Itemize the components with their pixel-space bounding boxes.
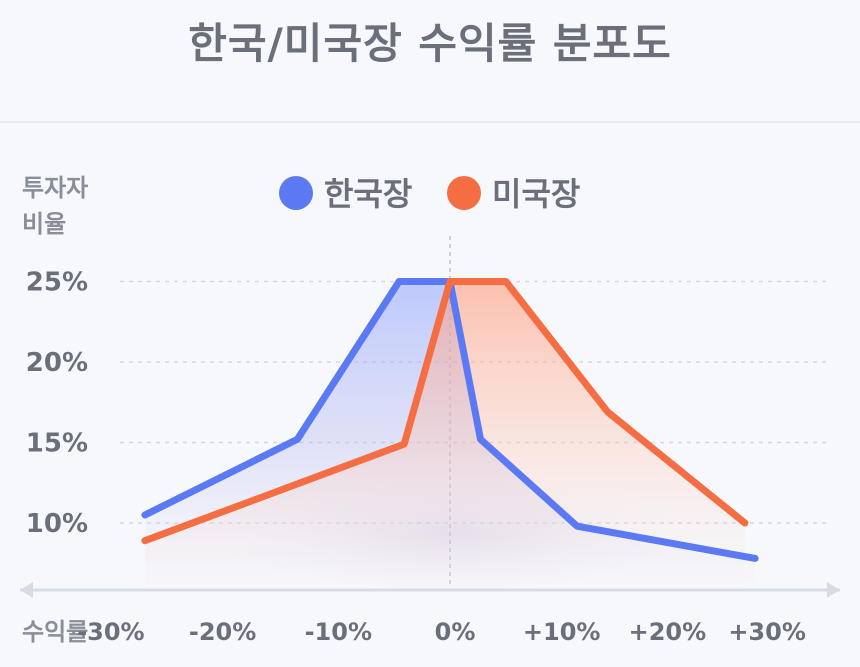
y-tick-label: 25% xyxy=(26,268,88,298)
x-tick-label: -20% xyxy=(189,618,256,646)
area-fill-usa xyxy=(144,281,745,585)
title-divider xyxy=(0,121,860,123)
y-tick-labels: 10% 15% 20% 25% xyxy=(26,268,88,540)
legend-marker-usa xyxy=(447,176,481,210)
x-tick-label: -10% xyxy=(305,618,372,646)
fill-layer xyxy=(144,281,756,585)
x-tick-label: 0% xyxy=(435,618,476,646)
x-tick-labels: -30% -20% -10% 0% +10% +20% +30% xyxy=(77,618,806,646)
chart-title: 한국/미국장 수익률 분포도 xyxy=(188,19,672,68)
x-axis-label: 수익률 xyxy=(22,618,88,646)
y-tick-label: 15% xyxy=(26,429,88,459)
x-tick-label: +10% xyxy=(523,618,601,646)
y-tick-label: 10% xyxy=(26,509,88,539)
x-axis xyxy=(20,582,840,598)
x-axis-left-arrow xyxy=(20,582,33,598)
x-tick-label: -30% xyxy=(77,618,144,646)
y-tick-label: 20% xyxy=(26,348,88,378)
legend: 한국장 미국장 xyxy=(279,175,580,213)
x-tick-label: +30% xyxy=(728,618,806,646)
legend-label-usa: 미국장 xyxy=(492,175,580,213)
x-axis-right-arrow xyxy=(827,582,840,598)
x-tick-label: +20% xyxy=(629,618,707,646)
line-layer xyxy=(141,278,759,562)
legend-marker-korea xyxy=(279,176,313,210)
series-line-usa xyxy=(141,278,749,545)
legend-label-korea: 한국장 xyxy=(324,175,412,213)
y-axis-label: 투자자 비율 xyxy=(22,174,88,238)
